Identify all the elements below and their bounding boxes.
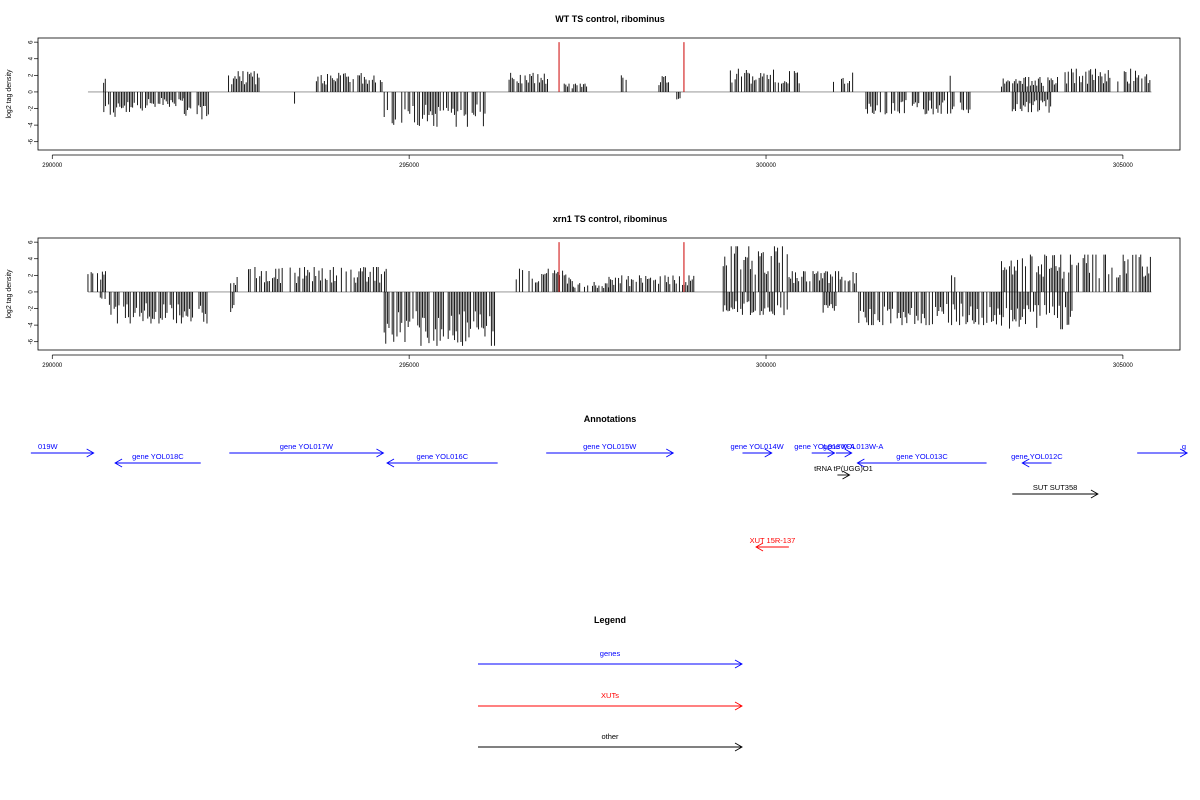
annotation-arrowhead — [114, 458, 123, 468]
annotation-label: 019W — [38, 442, 59, 451]
xrn1-x-tick-label: 290000 — [42, 363, 63, 369]
annotation-features: 019W gene YOL018C gene YOL017W gene YOL016C… — [30, 442, 1189, 552]
xrn1-y-tick-label: 0 — [29, 290, 35, 294]
xrn1-x-tick-label: 295000 — [399, 363, 420, 369]
annotation-label: gene YOL014W — [730, 442, 784, 451]
wt-y-tick-label: 0 — [29, 90, 35, 94]
annotation-arrowhead — [1090, 489, 1099, 499]
legend-label: genes — [600, 649, 621, 658]
annotation-label: SUT SUT358 — [1033, 483, 1077, 492]
xrn1-y-tick-label: -6 — [29, 338, 35, 344]
annotation-arrowhead — [386, 458, 395, 468]
xrn1-x-axis: 290000 295000 300000 305000 — [42, 354, 1134, 369]
annotation-feature[interactable]: gene YOL015W — [546, 442, 675, 458]
annotation-feature[interactable]: tRNA tP(UGG)O1 — [814, 464, 873, 480]
legend-label: XUTs — [601, 691, 619, 700]
annotation-feature[interactable]: gene YOL013C — [856, 452, 987, 468]
annotation-label: gene YOL017W — [280, 442, 334, 451]
annotation-label: gene YOL018C — [132, 452, 184, 461]
wt-y-tick-label: -4 — [29, 122, 35, 128]
wt-y-tick-label: -2 — [29, 105, 35, 111]
legend-label: other — [601, 732, 619, 741]
annotation-label: g — [1182, 442, 1186, 451]
annotation-feature[interactable]: SUT SUT358 — [1012, 483, 1099, 499]
annotation-feature[interactable]: gene YOL013W-A — [823, 442, 884, 458]
wt-y-tick-label: 4 — [29, 56, 35, 60]
annotation-arrowhead — [827, 448, 836, 458]
wt-y-tick-label: 6 — [29, 40, 35, 44]
annotation-arrowhead — [842, 470, 851, 480]
annotation-arrowhead — [844, 448, 853, 458]
legend-items: genes XUTs other — [478, 649, 743, 752]
annotation-feature[interactable]: 019W — [30, 442, 95, 458]
legend-item-other: other — [478, 732, 743, 752]
wt-signal-bars — [87, 42, 1152, 127]
annotations-panel: Annotations 019W gene YOL018C gene YOL017W… — [30, 414, 1189, 552]
xrn1-x-tick-label: 300000 — [756, 363, 777, 369]
xrn1-y-tick-label: -2 — [29, 305, 35, 311]
legend: Legend genes XUTs other — [478, 615, 743, 752]
wt-y-axis: -6 -4 -2 0 2 4 6 — [29, 40, 39, 144]
annotation-arrowhead — [1179, 448, 1189, 458]
annotation-label: gene YOL015W — [583, 442, 637, 451]
annotation-arrowhead — [1021, 458, 1030, 468]
xrn1-track-panel: xrn1 TS control, ribominus log2 tag dens… — [6, 214, 1181, 369]
annotation-arrowhead — [764, 448, 773, 458]
annotation-feature[interactable]: XUT 15R-137 — [750, 536, 796, 552]
annotation-arrowhead — [856, 458, 865, 468]
annotation-feature[interactable]: g — [1137, 442, 1189, 458]
xrn1-y-tick-label: -4 — [29, 322, 35, 328]
wt-y-tick-label: 2 — [29, 73, 35, 77]
legend-item-xuts: XUTs — [478, 691, 743, 711]
xrn1-y-tick-label: 2 — [29, 273, 35, 277]
xrn1-plot-frame — [37, 237, 1181, 351]
annotation-label: gene YOL016C — [417, 452, 469, 461]
annotation-label: gene YOL012C — [1011, 452, 1063, 461]
wt-x-axis: 290000 295000 300000 305000 — [42, 154, 1134, 169]
wt-track-panel: WT TS control, ribominus log2 tag densit… — [6, 14, 1181, 169]
legend-arrowhead — [734, 701, 743, 711]
annotation-arrowhead — [666, 448, 675, 458]
wt-y-tick-label: -6 — [29, 138, 35, 144]
annotation-label: gene YOL013W-A — [823, 442, 884, 451]
wt-plot-frame — [37, 37, 1181, 151]
xrn1-y-tick-label: 6 — [29, 240, 35, 244]
annotation-label: gene YOL013C — [896, 452, 948, 461]
wt-x-tick-label: 300000 — [756, 163, 777, 169]
wt-y-axis-label: log2 tag density — [6, 69, 13, 119]
annotation-feature[interactable]: gene YOL018C — [114, 452, 201, 468]
annotation-arrowhead — [376, 448, 385, 458]
xrn1-y-axis: -6 -4 -2 0 2 4 6 — [29, 240, 39, 344]
wt-x-tick-label: 290000 — [42, 163, 63, 169]
annotation-label: gene YOL013W-A — [794, 442, 855, 451]
annotation-feature[interactable]: gene YOL013W-A — [794, 442, 855, 458]
annotation-feature[interactable]: gene YOL017W — [229, 442, 385, 458]
annotation-feature[interactable]: gene YOL012C — [1011, 452, 1063, 468]
xrn1-x-tick-label: 305000 — [1113, 363, 1134, 369]
annotation-label: tRNA tP(UGG)O1 — [814, 464, 873, 473]
xrn1-signal-bars — [87, 242, 1152, 346]
legend-title: Legend — [594, 615, 626, 625]
annotation-arrowhead — [755, 542, 764, 552]
legend-arrowhead — [734, 659, 743, 669]
annotation-feature[interactable]: gene YOL016C — [386, 452, 498, 468]
wt-x-tick-label: 295000 — [399, 163, 420, 169]
wt-x-tick-label: 305000 — [1113, 163, 1134, 169]
xrn1-y-tick-label: 4 — [29, 256, 35, 260]
annotation-feature[interactable]: gene YOL014W — [730, 442, 785, 458]
wt-track-title: WT TS control, ribominus — [555, 14, 665, 24]
xrn1-track-title: xrn1 TS control, ribominus — [553, 214, 668, 224]
annotation-arrowhead — [86, 448, 95, 458]
annotation-label: XUT 15R-137 — [750, 536, 796, 545]
xrn1-y-axis-label: log2 tag density — [6, 269, 13, 319]
annotations-title: Annotations — [584, 414, 637, 424]
legend-item-genes: genes — [478, 649, 743, 669]
legend-arrowhead — [734, 742, 743, 752]
